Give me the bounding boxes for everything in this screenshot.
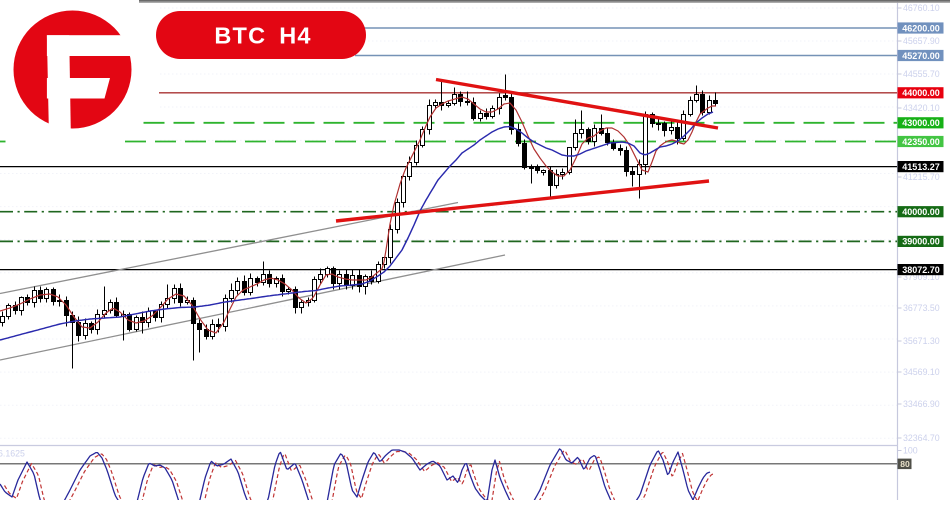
svg-text:41513.27: 41513.27 bbox=[902, 162, 940, 172]
svg-text:BTC H4: BTC H4 bbox=[214, 23, 311, 49]
svg-text:46760.10: 46760.10 bbox=[903, 3, 940, 13]
svg-text:34569.10: 34569.10 bbox=[903, 367, 940, 377]
svg-text:32364.70: 32364.70 bbox=[903, 433, 940, 443]
svg-text:44000.00: 44000.00 bbox=[902, 88, 940, 98]
svg-text:44555.70: 44555.70 bbox=[903, 69, 940, 79]
svg-text:42350.00: 42350.00 bbox=[902, 137, 940, 147]
svg-text:43420.10: 43420.10 bbox=[903, 103, 940, 113]
svg-text:100: 100 bbox=[903, 446, 918, 456]
svg-text:33466.90: 33466.90 bbox=[903, 399, 940, 409]
svg-text:40000.00: 40000.00 bbox=[902, 207, 940, 217]
svg-text:35671.30: 35671.30 bbox=[903, 336, 940, 346]
svg-text:80: 80 bbox=[900, 459, 910, 469]
svg-text:39000.00: 39000.00 bbox=[902, 237, 940, 247]
svg-text:37909.10: 37909.10 bbox=[903, 272, 940, 282]
svg-text:6.1625: 6.1625 bbox=[0, 449, 25, 459]
svg-text:45270.00: 45270.00 bbox=[902, 51, 940, 61]
svg-text:38072.70: 38072.70 bbox=[902, 265, 940, 275]
svg-text:36773.50: 36773.50 bbox=[903, 303, 940, 313]
svg-text:41215.70: 41215.70 bbox=[903, 172, 940, 182]
svg-text:43000.00: 43000.00 bbox=[902, 118, 940, 128]
svg-text:45657.90: 45657.90 bbox=[903, 36, 940, 46]
svg-text:46200.00: 46200.00 bbox=[902, 23, 940, 33]
